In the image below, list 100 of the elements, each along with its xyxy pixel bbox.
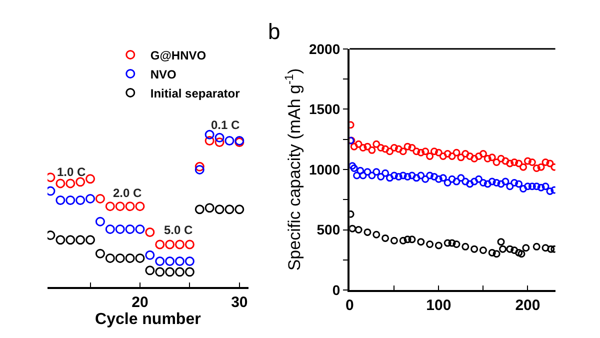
point	[457, 154, 465, 162]
point	[184, 256, 194, 266]
point	[390, 172, 398, 180]
point	[479, 178, 487, 186]
point	[492, 158, 500, 166]
legend-label: Initial separator	[150, 86, 240, 100]
point	[145, 228, 155, 237]
point	[466, 152, 474, 160]
point	[510, 158, 518, 166]
point	[547, 245, 555, 253]
point	[412, 148, 420, 156]
point	[76, 177, 86, 187]
point	[204, 203, 214, 213]
point	[522, 244, 530, 252]
point	[497, 154, 505, 162]
point	[214, 204, 224, 214]
point	[404, 142, 412, 150]
point	[542, 182, 550, 190]
point	[452, 178, 460, 186]
point	[350, 224, 356, 232]
point	[532, 182, 540, 190]
point	[528, 158, 536, 166]
y-tick-label: 1000	[308, 161, 340, 178]
point	[417, 172, 425, 180]
point	[470, 154, 478, 162]
point	[475, 175, 482, 183]
point	[417, 238, 425, 246]
point	[462, 178, 470, 186]
point	[515, 160, 523, 168]
point	[115, 202, 125, 212]
point	[354, 226, 362, 234]
x-tick-label: 200	[515, 296, 540, 314]
point	[356, 166, 364, 174]
point	[234, 204, 244, 214]
point	[394, 145, 402, 153]
point	[417, 148, 425, 156]
point	[524, 182, 532, 190]
y-tick-label: 2000	[308, 40, 340, 57]
x-tick-label: 0	[346, 296, 354, 314]
point	[515, 180, 523, 188]
point	[125, 253, 135, 263]
point	[497, 180, 505, 188]
x-tick-label: 20	[132, 294, 148, 311]
point	[125, 202, 135, 212]
point	[86, 194, 96, 204]
point	[224, 204, 234, 214]
point	[382, 169, 390, 177]
x-tick-label: 30	[231, 294, 248, 311]
point	[430, 148, 438, 156]
point	[105, 253, 115, 263]
point	[224, 136, 234, 146]
point	[135, 224, 145, 234]
point	[165, 240, 175, 250]
point	[399, 148, 407, 156]
point	[76, 195, 86, 205]
point	[537, 163, 545, 171]
point	[408, 144, 416, 152]
point	[382, 234, 390, 242]
point	[502, 157, 510, 165]
chart-title: b	[268, 19, 280, 44]
annotation: 2.0 C	[113, 186, 142, 200]
point	[488, 154, 496, 162]
point	[66, 195, 76, 205]
point	[372, 230, 380, 238]
point	[484, 154, 492, 162]
point	[532, 164, 540, 172]
point	[484, 180, 492, 188]
point	[66, 235, 76, 245]
point	[408, 236, 416, 244]
point	[448, 239, 456, 247]
point	[452, 148, 460, 156]
text: 0.1 C	[211, 118, 240, 132]
point	[506, 182, 514, 190]
point	[155, 256, 165, 266]
point	[377, 144, 385, 152]
point	[386, 148, 394, 156]
point	[66, 178, 76, 188]
point	[528, 182, 536, 190]
point	[404, 172, 412, 180]
point	[520, 163, 528, 171]
point	[214, 132, 224, 142]
point	[204, 136, 214, 146]
point	[364, 168, 372, 176]
point	[115, 253, 125, 263]
annotation: 1.0 C	[57, 165, 86, 179]
point	[515, 248, 523, 256]
point	[488, 178, 496, 186]
point	[542, 244, 550, 252]
point	[434, 175, 442, 183]
point	[95, 216, 105, 226]
point	[175, 256, 184, 266]
point	[466, 180, 474, 188]
point	[386, 174, 394, 182]
point	[408, 172, 416, 180]
point	[492, 178, 500, 186]
legend-label: NVO	[150, 67, 176, 82]
x-axis-title: Cycle number	[95, 310, 201, 328]
y-tick-label: 0	[332, 282, 340, 298]
point	[462, 150, 470, 158]
point	[184, 240, 194, 250]
